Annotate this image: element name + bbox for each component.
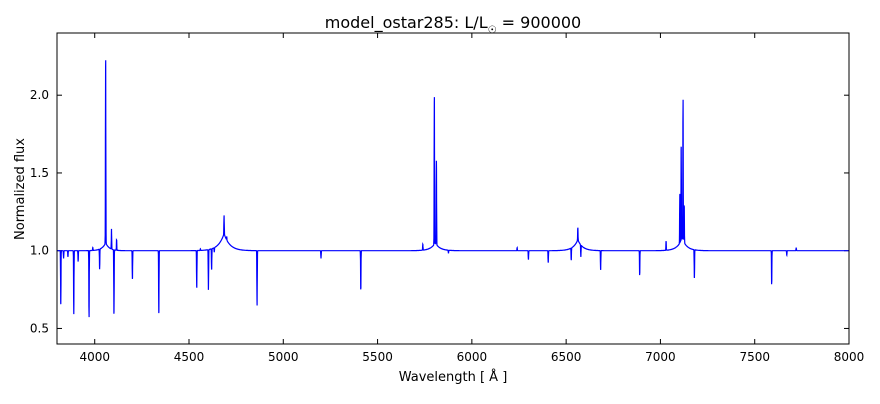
plot-frame <box>56 32 850 345</box>
x-tick-label: 4500 <box>174 350 205 364</box>
x-tick-label: 6000 <box>457 350 488 364</box>
x-tick-label: 7500 <box>739 350 770 364</box>
y-tick-label: 1.0 <box>30 244 49 258</box>
y-tick-label: 2.0 <box>30 88 49 102</box>
x-tick-label: 4000 <box>79 350 110 364</box>
x-tick-label: 7000 <box>645 350 676 364</box>
x-axis-label: Wavelength [ Å ] <box>399 369 508 385</box>
x-tick-label: 8000 <box>834 350 865 364</box>
x-tick-label: 5000 <box>268 350 299 364</box>
y-tick-label: 1.5 <box>30 166 49 180</box>
spectrum-line <box>57 60 849 318</box>
x-tick-label: 6500 <box>551 350 582 364</box>
y-tick-label: 0.5 <box>30 321 49 335</box>
x-tick-label: 5500 <box>362 350 393 364</box>
y-axis-label: Normalized flux <box>13 138 28 240</box>
chart-title: model_ostar285: L/L☉ = 900000 <box>325 13 581 36</box>
